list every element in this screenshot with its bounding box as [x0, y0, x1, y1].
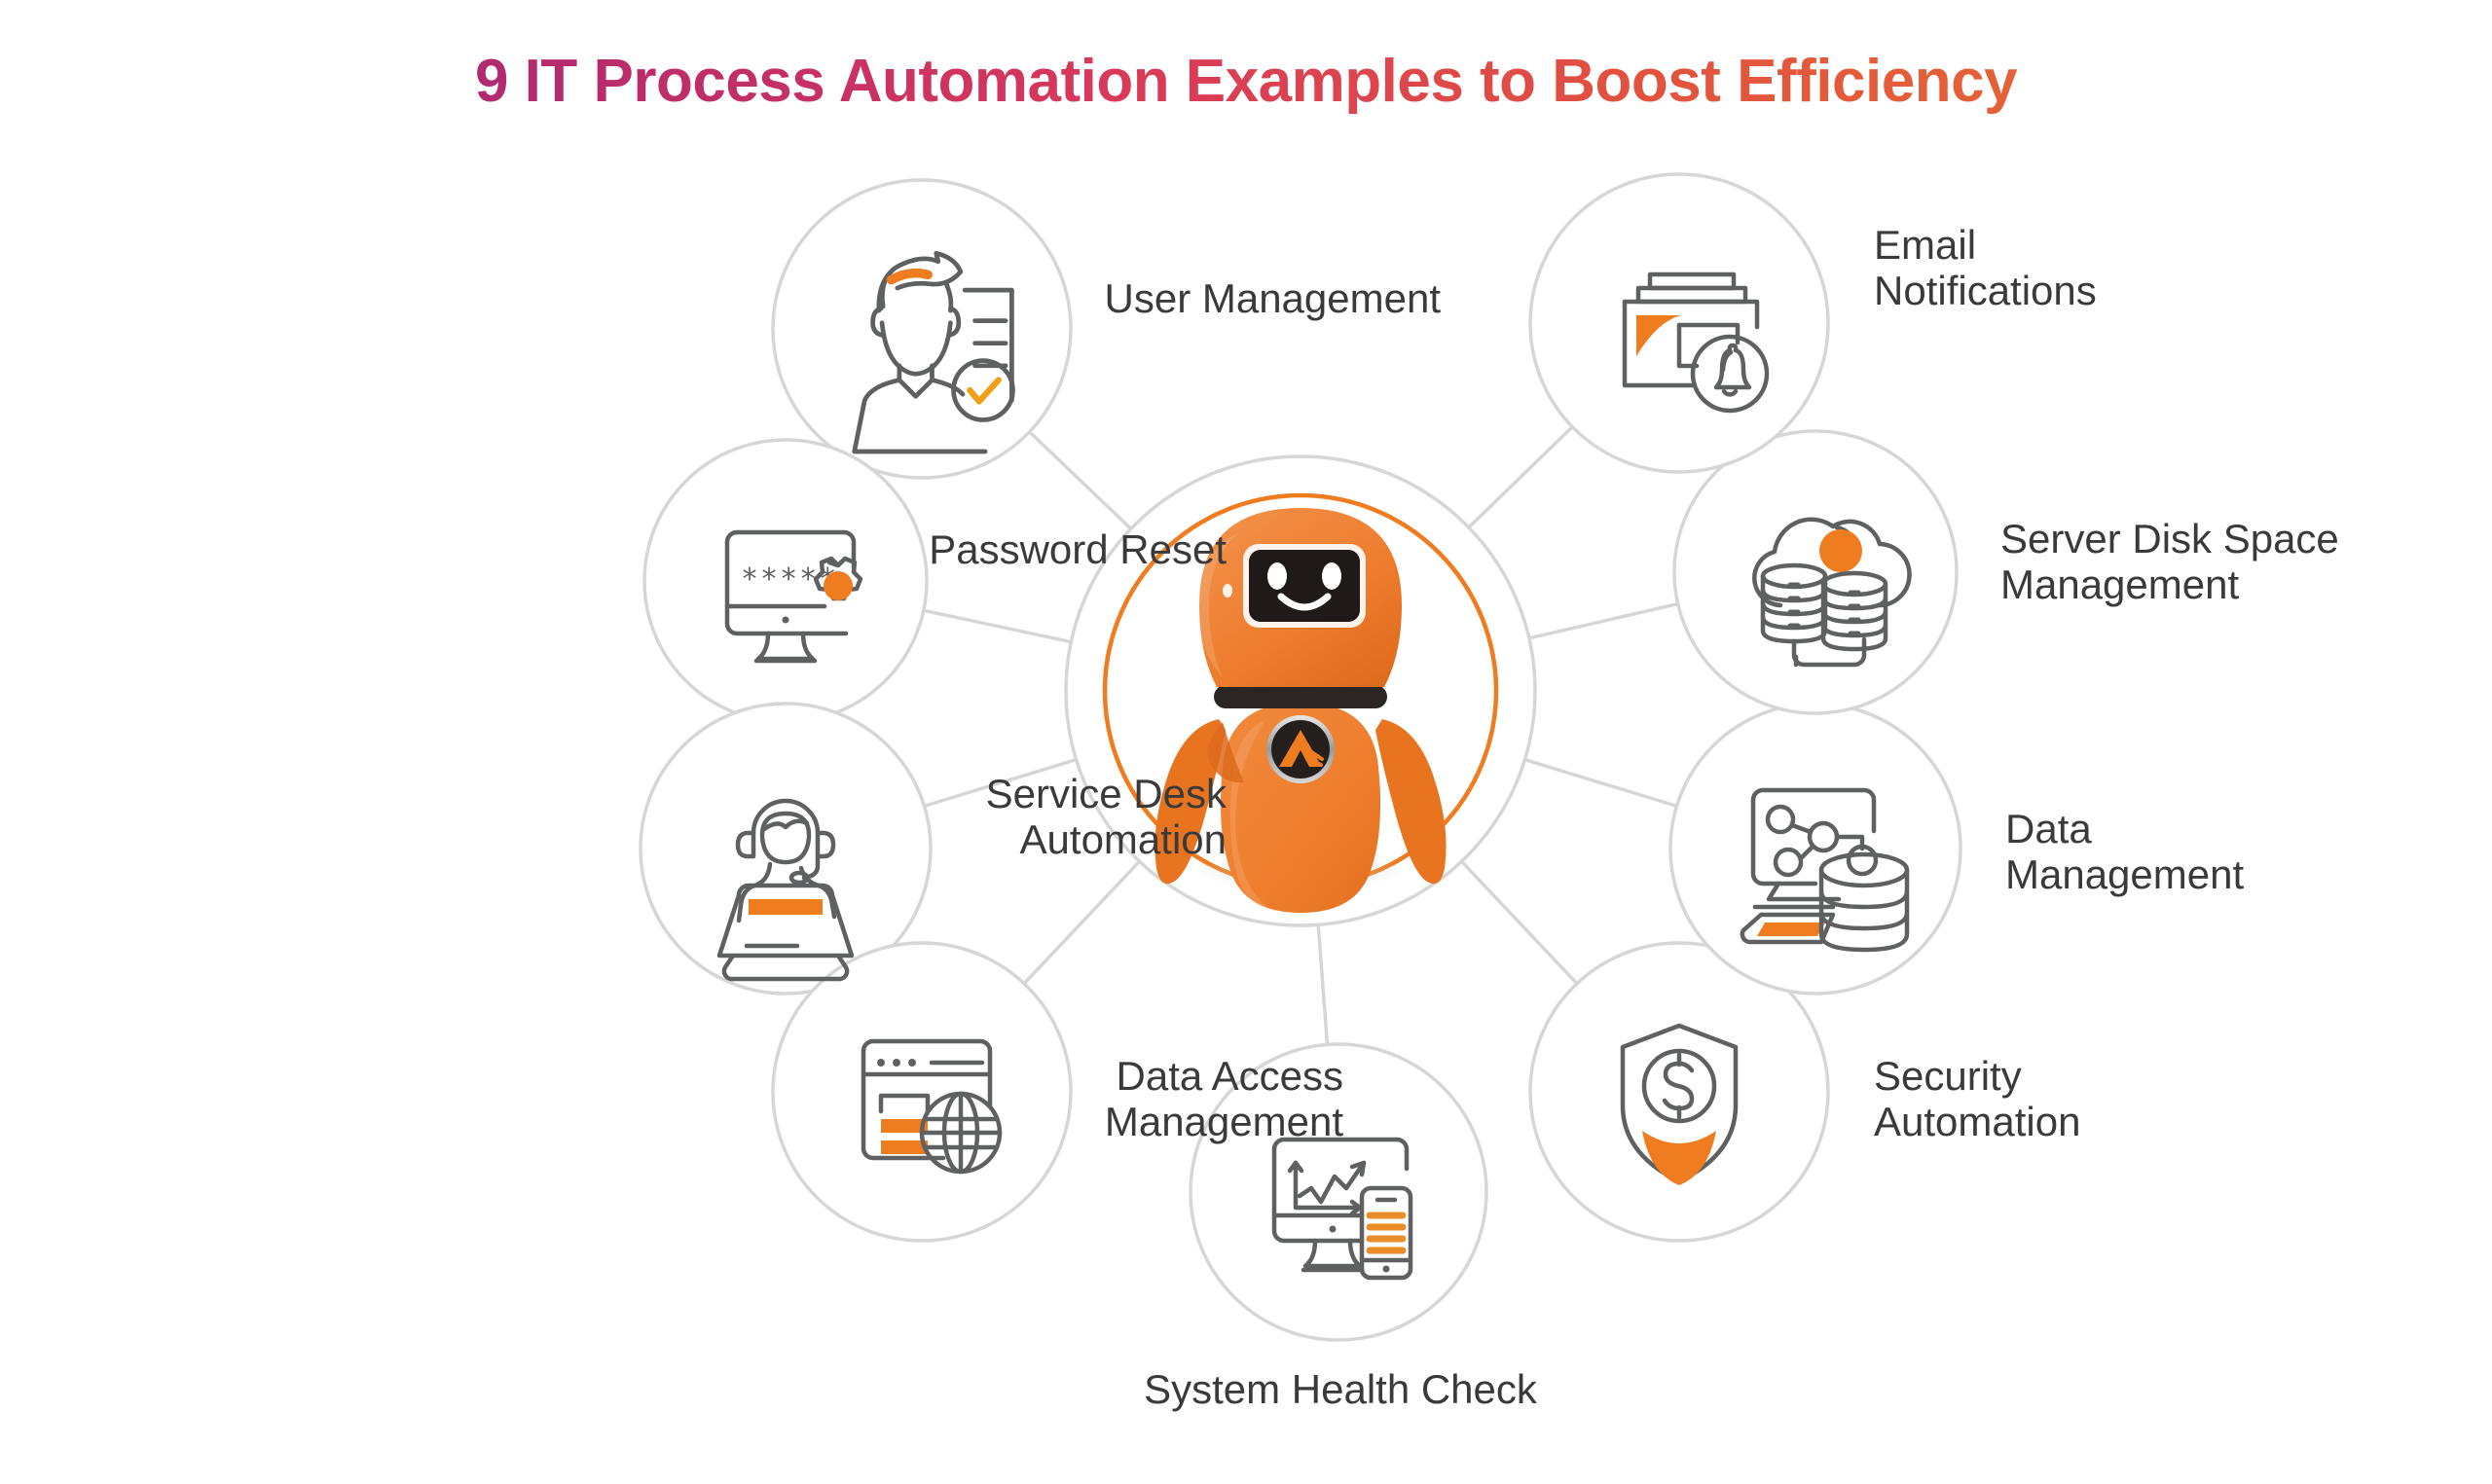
label-data-management: Data Management — [2005, 806, 2245, 898]
connector-system-health-check — [1316, 923, 1330, 1047]
robot-neck-bar — [1214, 685, 1387, 708]
node-circle-security-automation[interactable] — [1528, 941, 1830, 1243]
node-circle-user-management[interactable] — [771, 178, 1073, 480]
connector-password-reset — [922, 608, 1074, 644]
robot-torso — [1220, 703, 1381, 913]
robot-eye-left — [1267, 562, 1287, 590]
user-checklist-check-icon — [852, 250, 1015, 454]
label-system-health-check: System Health Check — [1144, 1366, 1537, 1412]
headset-agent-laptop-icon — [716, 798, 855, 982]
robot-eye-right — [1322, 562, 1341, 590]
robot-right-arm — [1375, 719, 1447, 885]
monitor-network-database-icon — [1740, 787, 1910, 953]
label-server-disk-space-management: Server Disk Space Management — [2000, 516, 2339, 608]
node-circle-service-desk-automation[interactable] — [639, 702, 933, 995]
monitor-password-gear-icon: ***** — [724, 529, 863, 664]
node-circle-data-access-management[interactable] — [771, 941, 1073, 1243]
robot-smile — [1277, 593, 1332, 611]
connector-data-management — [1522, 757, 1679, 809]
connector-security-automation — [1459, 859, 1579, 986]
connector-user-management — [1027, 429, 1133, 531]
label-service-desk-automation: Service Desk Automation — [985, 771, 1227, 863]
connector-service-desk-automation — [922, 757, 1079, 809]
label-security-automation: Security Automation — [1874, 1053, 2081, 1145]
label-data-access-management: Data Access Management — [1104, 1053, 1343, 1145]
connector-email-notifications — [1467, 424, 1575, 529]
monitor-chart-phone-icon — [1271, 1137, 1413, 1281]
robot-left-arm — [1154, 719, 1226, 885]
shield-dollar-icon — [1620, 1023, 1739, 1185]
label-password-reset: Password Reset — [929, 526, 1227, 572]
connector-data-access-management — [1022, 859, 1142, 986]
cloud-database-stack-icon — [1752, 517, 1912, 668]
page-title: 9 IT Process Automation Examples to Boos… — [0, 47, 2492, 116]
windows-bell-icon — [1622, 271, 1770, 414]
connector-server-disk-space-management — [1527, 601, 1680, 640]
automation-robot — [1154, 508, 1447, 915]
browser-globe-icon — [861, 1038, 1003, 1175]
chevron-logo-icon — [1266, 715, 1335, 783]
label-email-notifications: Email Notifications — [1874, 222, 2097, 314]
label-user-management: User Management — [1104, 275, 1442, 321]
